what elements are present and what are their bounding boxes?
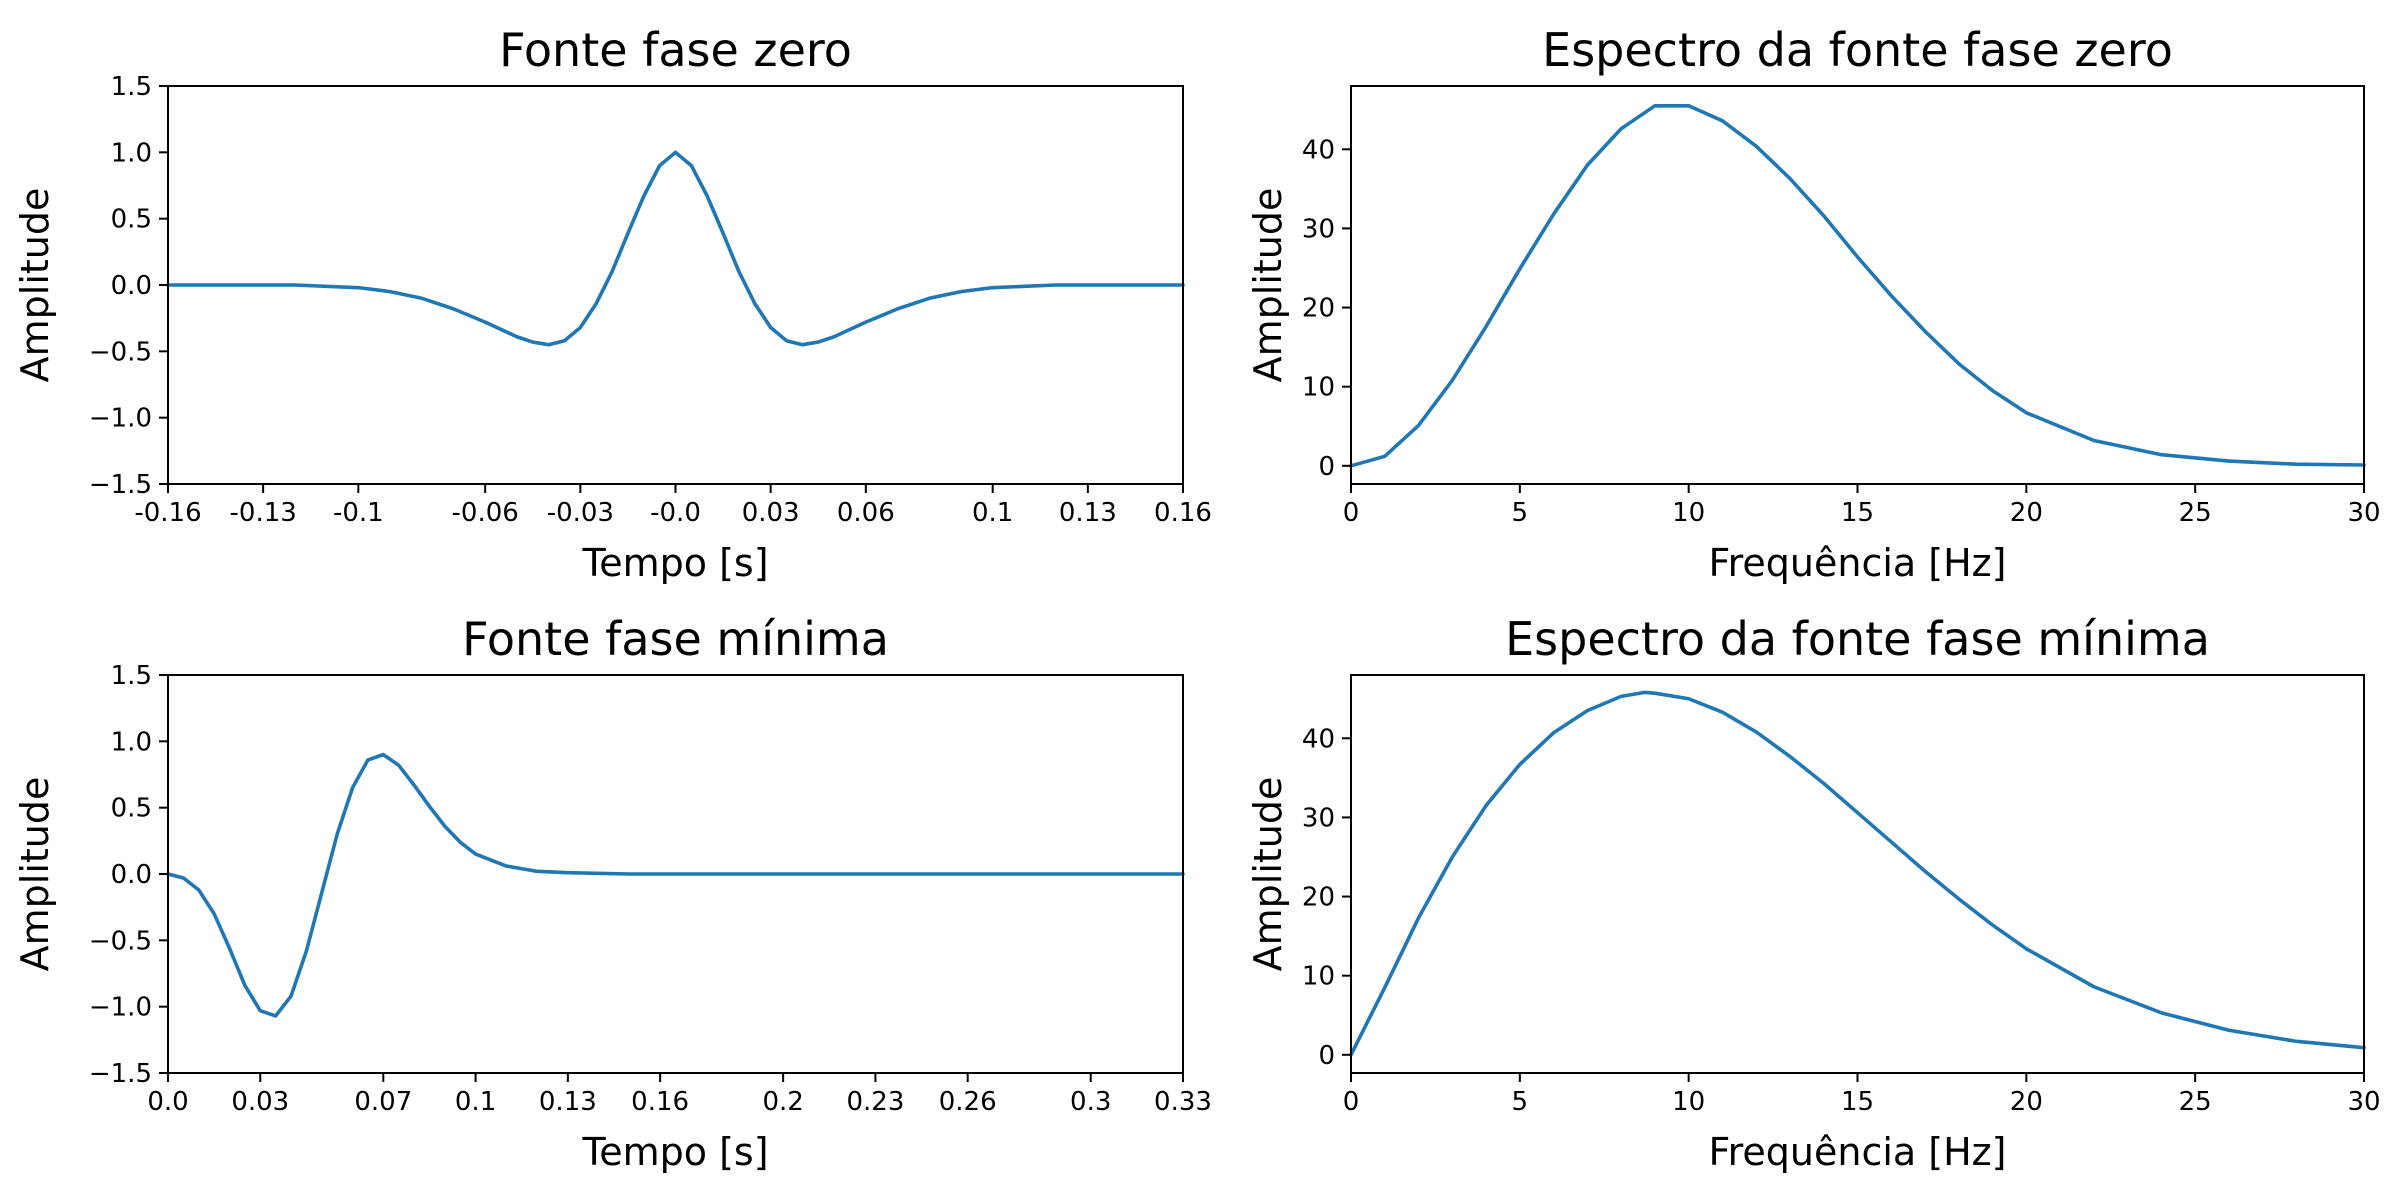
x-tick-label: 0.16 xyxy=(631,1087,689,1117)
y-axis-label: Amplitude xyxy=(13,188,57,383)
x-tick-label: 0.26 xyxy=(939,1087,997,1117)
x-tick-label: 0.33 xyxy=(1154,1087,1212,1117)
series-line xyxy=(1349,103,2366,468)
y-tick-label: −0.5 xyxy=(89,337,152,367)
y-tick-label: −1.5 xyxy=(89,470,152,500)
x-tick-label: 0.3 xyxy=(1070,1087,1111,1117)
y-tick-label: 0.5 xyxy=(111,794,152,824)
x-tick-label: -0.1 xyxy=(333,498,384,528)
series-line xyxy=(166,150,1185,347)
y-tick-label: 40 xyxy=(1302,135,1335,165)
y-tick-label: 0 xyxy=(1318,452,1335,482)
x-tick-label: 0.13 xyxy=(539,1087,597,1117)
y-tick-label: 1.5 xyxy=(111,661,152,691)
x-tick-label: 15 xyxy=(1841,1087,1874,1117)
chart-title: Espectro da fonte fase zero xyxy=(1542,23,2173,77)
chart-title: Espectro da fonte fase mínima xyxy=(1505,612,2210,666)
x-tick-label: 0.0 xyxy=(147,1087,188,1117)
x-tick-label: 25 xyxy=(2179,498,2212,528)
axes-frame xyxy=(1350,85,2365,485)
x-tick-label: -0.03 xyxy=(547,498,614,528)
y-tick-label: 1.0 xyxy=(111,138,152,168)
x-tick-label: -0.0 xyxy=(650,498,701,528)
x-tick-label: 20 xyxy=(2010,1087,2043,1117)
x-tick-label: 0.1 xyxy=(972,498,1013,528)
y-tick-label: 20 xyxy=(1302,294,1335,324)
chart-title: Fonte fase mínima xyxy=(462,612,889,666)
x-tick-label: 0 xyxy=(1343,1087,1360,1117)
x-tick-label: 0.23 xyxy=(846,1087,904,1117)
y-tick-label: 0.5 xyxy=(111,205,152,235)
y-tick-label: 0.0 xyxy=(111,860,152,890)
x-axis-label: Frequência [Hz] xyxy=(1709,541,2007,585)
x-tick-label: 5 xyxy=(1512,1087,1529,1117)
x-axis-label: Tempo [s] xyxy=(581,1130,768,1174)
x-tick-label: 0.1 xyxy=(455,1087,496,1117)
x-tick-label: 25 xyxy=(2179,1087,2212,1117)
x-tick-label: 10 xyxy=(1672,498,1705,528)
x-tick-label: 0.13 xyxy=(1059,498,1117,528)
x-axis-label: Tempo [s] xyxy=(581,541,768,585)
y-tick-label: 30 xyxy=(1302,803,1335,833)
x-tick-label: 0 xyxy=(1343,498,1360,528)
x-tick-label: 15 xyxy=(1841,498,1874,528)
x-tick-label: 10 xyxy=(1672,1087,1705,1117)
axes-frame xyxy=(1350,674,2365,1074)
subplot-1: Fonte fase zero -0.16 -0.13 -0.1 -0.06 -0.03 -… xyxy=(13,23,1212,585)
chart-title: Fonte fase zero xyxy=(499,23,852,77)
x-tick-label: 0.07 xyxy=(354,1087,412,1117)
x-tick-label: 30 xyxy=(2347,498,2380,528)
x-tick-label: 5 xyxy=(1512,498,1529,528)
y-tick-label: 10 xyxy=(1302,962,1335,992)
subplot-3: Fonte fase mínima 0.0 0.03 0.07 0.1 0.13 0.16 0… xyxy=(13,612,1212,1174)
y-tick-label: 30 xyxy=(1302,214,1335,244)
y-axis-label: Amplitude xyxy=(1246,188,1290,383)
x-tick-label: -0.16 xyxy=(134,498,201,528)
y-tick-label: 0.0 xyxy=(111,271,152,301)
x-tick-label: -0.13 xyxy=(230,498,297,528)
y-tick-label: −0.5 xyxy=(89,926,152,956)
series-line xyxy=(1349,690,2366,1057)
y-tick-label: 20 xyxy=(1302,883,1335,913)
x-tick-label: 0.03 xyxy=(742,498,800,528)
x-tick-label: -0.06 xyxy=(452,498,519,528)
y-tick-label: −1.0 xyxy=(89,993,152,1023)
subplot-2: Espectro da fonte fase zero 0 5 10 15 20 25 30 0… xyxy=(1246,23,2381,585)
x-tick-label: 0.16 xyxy=(1154,498,1212,528)
y-tick-label: −1.0 xyxy=(89,404,152,434)
y-tick-label: 1.0 xyxy=(111,727,152,757)
y-tick-label: 40 xyxy=(1302,724,1335,754)
y-axis-label: Amplitude xyxy=(13,777,57,972)
x-tick-label: 0.03 xyxy=(231,1087,289,1117)
subplot-4: Espectro da fonte fase mínima 0 5 10 15 20 25 3… xyxy=(1246,612,2381,1174)
x-tick-label: 20 xyxy=(2010,498,2043,528)
x-axis-label: Frequência [Hz] xyxy=(1709,1130,2007,1174)
x-tick-label: 0.06 xyxy=(837,498,895,528)
y-axis-label: Amplitude xyxy=(1246,777,1290,972)
y-tick-label: 0 xyxy=(1318,1041,1335,1071)
x-tick-label: 0.2 xyxy=(762,1087,803,1117)
x-tick-label: 30 xyxy=(2347,1087,2380,1117)
series-line xyxy=(166,752,1185,1018)
y-tick-label: 10 xyxy=(1302,373,1335,403)
y-tick-label: 1.5 xyxy=(111,72,152,102)
y-tick-label: −1.5 xyxy=(89,1059,152,1089)
